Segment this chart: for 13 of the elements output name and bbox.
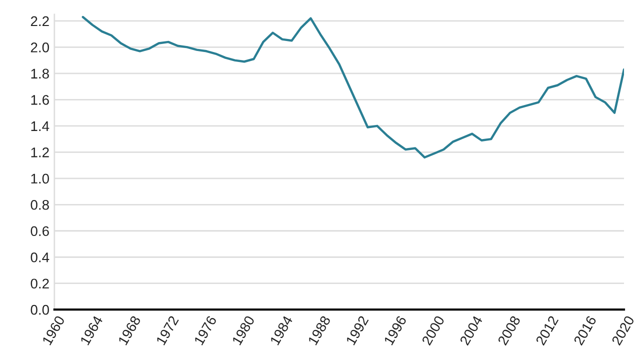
y-tick-label: 0.0 xyxy=(30,304,49,315)
y-tick-label: 0.8 xyxy=(30,200,49,210)
y-tick-label: 1.6 xyxy=(31,95,49,105)
y-tick-label: 1.0 xyxy=(31,174,49,184)
y-tick-label: 0.4 xyxy=(30,252,50,262)
line-series xyxy=(82,16,624,159)
y-tick-label: 0.2 xyxy=(30,278,49,289)
y-tick-label: 2.0 xyxy=(30,42,49,52)
y-tick-label: 1.8 xyxy=(31,68,49,79)
y-tick-label: 1.4 xyxy=(31,121,50,131)
y-tick-label: 1.2 xyxy=(31,147,49,158)
y-tick-label: 0.6 xyxy=(30,226,49,236)
y-tick-label: 2.2 xyxy=(30,16,49,26)
